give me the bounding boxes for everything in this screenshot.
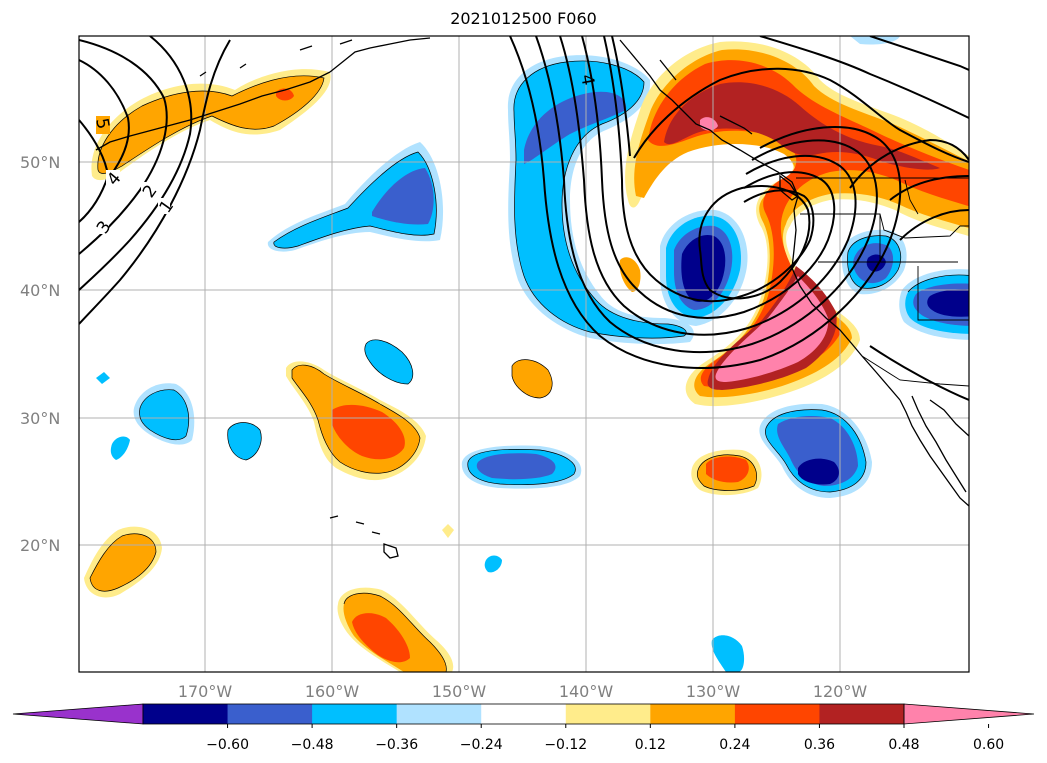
colorbar-tick-label: −0.24	[460, 737, 503, 753]
negative-anomaly-146w	[484, 555, 502, 573]
colorbar-tick-label: 0.12	[635, 737, 666, 753]
negative-anomaly-central-north-core	[372, 168, 434, 225]
negative-anomaly-180w	[96, 372, 110, 384]
contour-2	[79, 36, 193, 291]
colorbar-segment	[396, 704, 482, 724]
colorbar-extend-max	[903, 703, 1035, 725]
positive-anomaly-150w	[442, 524, 454, 538]
gridlines	[79, 36, 969, 672]
negative-anomaly-145w-core	[476, 453, 556, 480]
contour-label-trough: 4	[576, 73, 598, 87]
contour-3	[79, 39, 168, 255]
colorbar-segment	[312, 704, 398, 724]
colorbar-extend-min	[12, 703, 144, 725]
negative-anomaly-southwest-core	[927, 289, 969, 317]
positive-anomaly-canada-strong	[664, 82, 940, 170]
map-title: 2021012500 F060	[450, 9, 597, 28]
contour-trough-outer	[509, 36, 902, 369]
contour-label-5: 5	[91, 117, 113, 131]
negative-anomaly-155w	[364, 339, 413, 384]
anomaly-outlines	[89, 60, 969, 672]
negative-anomaly-baja-core	[798, 458, 839, 485]
negative-anomaly-low-core	[681, 234, 726, 302]
positive-anomaly-177w-mid	[90, 533, 156, 592]
positive-anomaly-137w	[619, 257, 641, 292]
contour-se-1	[869, 345, 969, 401]
contour-ne-4	[849, 138, 969, 189]
lat-label-30n: 30°N	[20, 409, 60, 428]
contour-ne-2	[759, 36, 969, 119]
colorbar-segment	[481, 704, 567, 724]
contour-ne-1	[633, 67, 969, 163]
lat-label-50n: 50°N	[20, 153, 60, 172]
lon-label-150w: 150°W	[432, 682, 487, 701]
lon-label-170w: 170°W	[178, 682, 233, 701]
colorbar-segment	[734, 704, 820, 724]
contour-1	[79, 39, 231, 325]
negative-anomaly-central-north-mid	[273, 152, 437, 249]
lat-label-40n: 40°N	[20, 281, 60, 300]
contour-low-closed	[698, 185, 811, 300]
colorbar	[12, 703, 1035, 725]
colorbar-tick-label: 0.48	[888, 737, 919, 753]
colorbar-segment	[143, 704, 229, 724]
contour-trough-5	[603, 36, 815, 303]
contour-label-group: 5 4 3 2 1 4	[91, 73, 598, 238]
negative-anomaly-trough-core	[524, 91, 627, 164]
lon-label-160w: 160°W	[305, 682, 360, 701]
contour-ne-6	[899, 209, 969, 241]
negative-anomaly-175w-mid	[139, 389, 189, 440]
colorbar-segment	[565, 704, 651, 724]
contour-ne-5	[889, 175, 969, 201]
colorbar-tick-label: 0.24	[719, 737, 750, 753]
longitude-labels: 170°W 160°W 150°W 140°W 130°W 120°W	[178, 682, 868, 701]
colorbar-tick-label: 0.60	[973, 737, 1004, 753]
borders	[796, 177, 969, 387]
contour-trough-4	[581, 36, 836, 319]
contour-trough-3	[559, 36, 857, 336]
negative-anomaly-131w	[711, 635, 745, 672]
colorbar-tick-label: 0.36	[804, 737, 835, 753]
map-layer: 5 4 3 2 1 4	[79, 36, 969, 672]
latitude-labels: 50°N 40°N 30°N 20°N	[20, 153, 60, 555]
coastlines	[95, 37, 969, 559]
positive-anomaly-aleutian-core	[97, 75, 324, 174]
colorbar-tick-label: −0.60	[206, 737, 249, 753]
positive-anomaly-california-peak	[715, 276, 829, 382]
colorbar-frame	[142, 703, 905, 725]
contour-5	[79, 59, 130, 177]
colorbar-tick-label: −0.12	[544, 737, 587, 753]
colorbar-segment	[650, 704, 736, 724]
contour-ne-3	[869, 36, 969, 71]
positive-anomaly-158w-core	[352, 613, 410, 663]
colorbar-tick-label: −0.36	[375, 737, 418, 753]
colorbar-segment	[227, 704, 313, 724]
negative-anomaly-167w	[227, 422, 262, 460]
colorbar-tick-label: −0.48	[291, 737, 334, 753]
positive-anomaly-small-130w-core	[706, 456, 749, 483]
lon-label-140w: 140°W	[559, 682, 614, 701]
contour-upper-trough	[611, 36, 631, 157]
lat-label-20n: 20°N	[20, 536, 60, 555]
positive-anomaly-142w	[512, 359, 553, 398]
map-frame	[78, 35, 970, 673]
colorbar-segment	[819, 704, 905, 724]
lon-label-120w: 120°W	[813, 682, 868, 701]
lon-label-130w: 130°W	[686, 682, 741, 701]
anomaly-fields	[84, 36, 969, 672]
positive-anomaly-canada-inner	[648, 60, 969, 388]
negative-anomaly-178w	[110, 436, 130, 460]
colorbar-labels: −0.60 −0.48 −0.36 −0.24 −0.12 0.12 0.24 0.36 0.4…	[206, 724, 1004, 753]
